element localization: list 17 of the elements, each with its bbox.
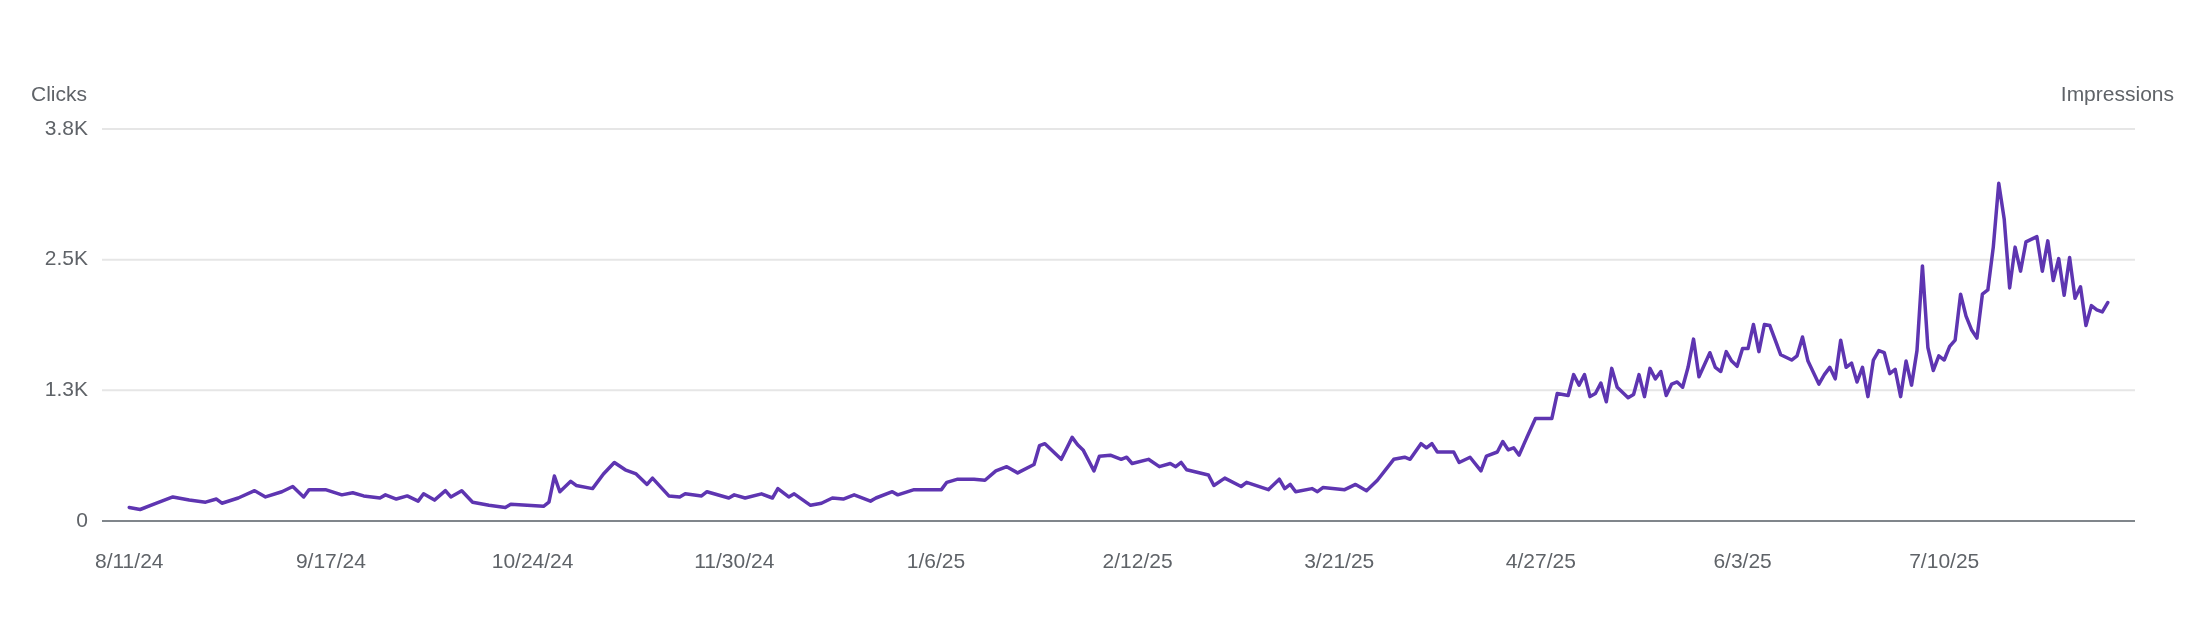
x-tick-label: 4/27/25 <box>1505 549 1576 572</box>
x-tick-label: 9/17/24 <box>295 549 367 572</box>
x-tick-label: 7/10/25 <box>1909 549 1980 572</box>
line-series <box>127 181 2110 512</box>
y-tick-label: 1.3K <box>44 376 88 400</box>
y-axis-title: Clicks <box>31 82 87 105</box>
x-tick-label: 6/3/25 <box>1713 549 1772 572</box>
x-tick-label: 11/30/24 <box>694 549 775 572</box>
y-tick-label: 2.5K <box>44 246 88 270</box>
x-tick-label: 1/6/25 <box>906 549 966 572</box>
x-tick-label: 3/21/25 <box>1304 549 1375 572</box>
x-tick-label: 8/11/24 <box>94 549 164 572</box>
y-tick-label: 0 <box>76 507 88 531</box>
y-tick-label: 3.8K <box>44 115 88 139</box>
x-tick-label: 2/12/25 <box>1102 549 1173 572</box>
x-tick-label: 10/24/24 <box>491 549 574 572</box>
y2-axis-title: Impressions <box>2060 82 2174 105</box>
